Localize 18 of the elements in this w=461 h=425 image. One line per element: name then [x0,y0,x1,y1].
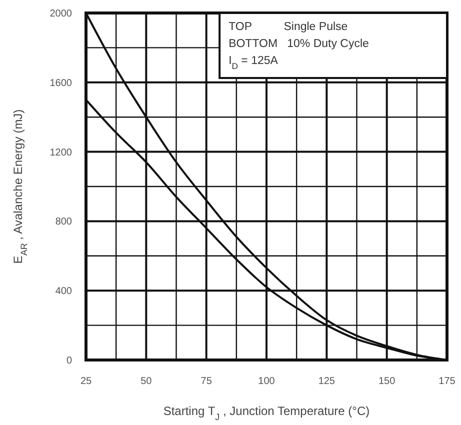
annotation: I$_{D}$ = 125A [228,55,278,71]
annotation: BOTTOM 10% Duty Cycle [228,38,369,50]
x-tick-label: 175 [438,376,456,387]
annotation: TOP Single Pulse [228,21,348,33]
y-tick-label: 0 [66,356,72,366]
y-tick-label: 1600 [50,78,72,89]
y-tick-label: 1200 [50,147,72,158]
y-tick-label: 800 [55,216,72,228]
y-tick-label: 400 [55,286,72,298]
x-tick-label: 25 [80,376,92,387]
y-tick-label: 2000 [50,8,72,20]
note-box: TOP Single Pulse BOTTOM 10% Duty Cycle I$_{D}$ = 125A [218,12,448,79]
x-tick-label: 75 [200,376,212,387]
x-tick-label: 50 [140,376,152,387]
x-axis-title: Starting T$_{J}$ , Junction Temperature (°C) [163,404,370,422]
x-tick-label: 100 [258,376,276,387]
x-tick-label: 150 [378,376,396,387]
x-tick-label: 125 [318,376,336,387]
